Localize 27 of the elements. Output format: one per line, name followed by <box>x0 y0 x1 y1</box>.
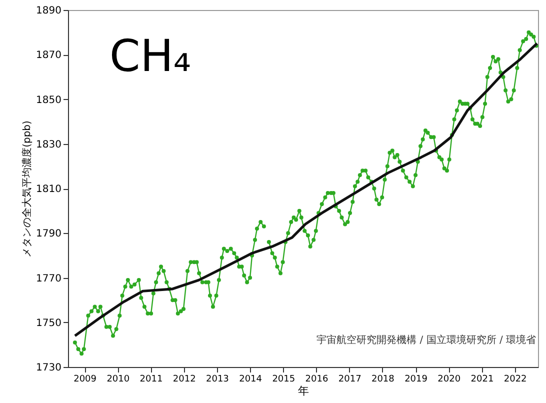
x-tick-label: 2020 <box>438 374 461 384</box>
x-tick-label: 2009 <box>74 374 97 384</box>
x-tick-label: 2011 <box>140 374 163 384</box>
y-tick-label: 1890 <box>36 6 62 16</box>
x-tick-label: 2015 <box>272 374 296 384</box>
y-tick-label: 1810 <box>36 184 62 195</box>
annotation: 宇宙航空研究開発機構 / 国立環境研究所 / 環境省 <box>316 334 536 346</box>
y-tick-label: 1750 <box>36 318 62 329</box>
y-tick-label: 1770 <box>36 273 62 284</box>
y-tick-label: 1870 <box>36 50 62 62</box>
x-tick-label: 2013 <box>206 374 229 384</box>
x-tick-label: 2010 <box>106 374 130 384</box>
x-tick-label: 2022 <box>504 374 527 384</box>
y-axis-title: メタンの全大気平均濃度(ppb) <box>21 120 34 258</box>
x-tick-label: 2016 <box>305 374 328 384</box>
x-tick-label: 2014 <box>239 374 262 384</box>
x-tick-label: 2019 <box>404 374 428 384</box>
y-tick-label: 1830 <box>36 139 62 150</box>
x-tick-label: 2018 <box>371 374 395 384</box>
y-tick-label: 1730 <box>36 362 62 374</box>
x-tick-label: 2017 <box>338 374 362 384</box>
text: CH₄ <box>110 31 192 82</box>
x-axis-title: 年 <box>298 384 309 398</box>
x-tick-label: 2021 <box>470 374 494 384</box>
x-tick-label: 2012 <box>172 374 196 384</box>
y-tick-label: 1850 <box>36 94 62 106</box>
y-tick-label: 1790 <box>36 228 62 240</box>
